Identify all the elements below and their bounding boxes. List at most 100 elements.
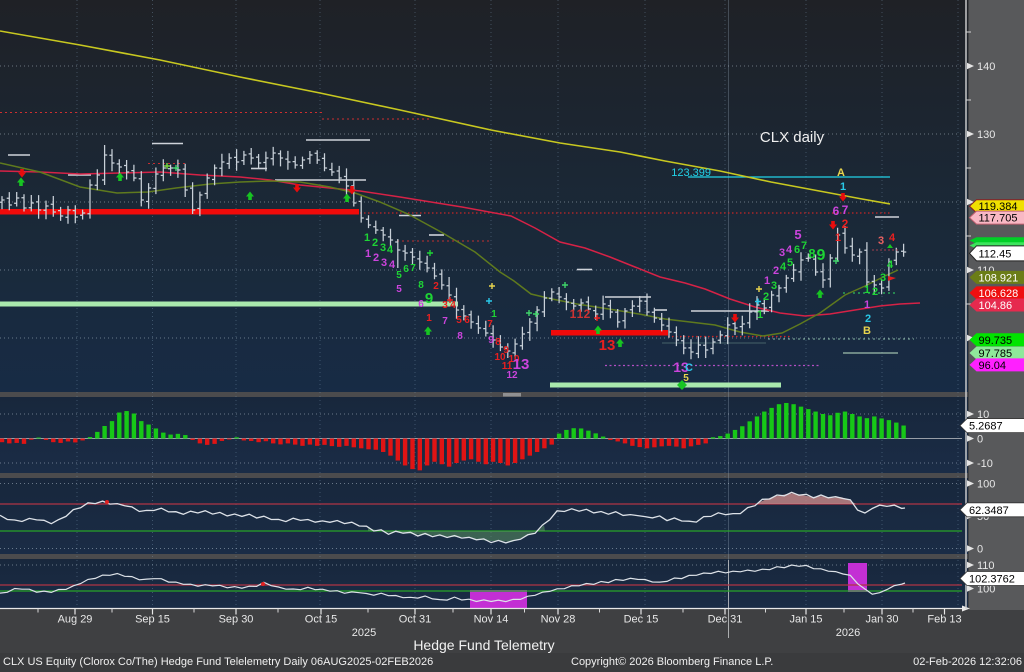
svg-text:7: 7 — [410, 263, 416, 274]
svg-text:CLX US Equity (Clorox Co/The): CLX US Equity (Clorox Co/The) Hedge Fund… — [3, 656, 433, 668]
svg-text:100: 100 — [977, 479, 995, 491]
svg-text:4: 4 — [387, 244, 394, 256]
svg-text:1: 1 — [577, 307, 584, 321]
svg-text:9: 9 — [817, 247, 826, 264]
svg-text:1: 1 — [426, 313, 432, 324]
svg-text:02-Feb-2026 12:32:06: 02-Feb-2026 12:32:06 — [913, 656, 1022, 668]
svg-text:6: 6 — [464, 315, 470, 326]
svg-text:2: 2 — [433, 281, 439, 292]
svg-text:5: 5 — [396, 284, 402, 295]
svg-text:7: 7 — [801, 240, 807, 252]
svg-text:4: 4 — [389, 259, 396, 271]
svg-text:5.2687: 5.2687 — [969, 421, 1003, 433]
svg-text:5: 5 — [683, 373, 689, 384]
svg-text:6: 6 — [403, 264, 409, 275]
svg-text:CLX daily: CLX daily — [760, 129, 825, 146]
svg-text:1: 1 — [864, 299, 870, 311]
svg-text:123.399: 123.399 — [671, 167, 711, 179]
svg-text:7: 7 — [442, 316, 448, 327]
svg-text:Oct 15: Oct 15 — [305, 614, 337, 626]
svg-text:2: 2 — [584, 307, 591, 321]
svg-text:108.921: 108.921 — [979, 272, 1019, 284]
svg-text:8: 8 — [808, 246, 815, 261]
svg-text:Nov 14: Nov 14 — [474, 614, 509, 626]
svg-text:6: 6 — [833, 204, 840, 218]
svg-text:2: 2 — [872, 286, 878, 298]
svg-text:2: 2 — [373, 252, 379, 264]
svg-text:5: 5 — [794, 227, 801, 242]
svg-text:1: 1 — [365, 248, 371, 260]
svg-text:119.384: 119.384 — [979, 201, 1018, 213]
svg-text:6: 6 — [794, 244, 800, 256]
svg-text:2: 2 — [865, 313, 871, 325]
svg-text:4: 4 — [889, 232, 896, 244]
svg-text:-10: -10 — [977, 458, 993, 470]
svg-text:3: 3 — [380, 242, 386, 254]
svg-text:Feb 13: Feb 13 — [927, 614, 961, 626]
svg-text:Sep 30: Sep 30 — [219, 614, 254, 626]
svg-text:3: 3 — [880, 272, 886, 284]
svg-text:100: 100 — [977, 584, 995, 596]
svg-text:10: 10 — [494, 352, 506, 363]
svg-text:13: 13 — [599, 337, 616, 354]
svg-text:112.45: 112.45 — [979, 248, 1012, 260]
svg-text:1: 1 — [840, 181, 846, 193]
svg-text:117.705: 117.705 — [979, 213, 1018, 225]
svg-text:12: 12 — [506, 370, 518, 381]
svg-text:3: 3 — [771, 280, 777, 292]
svg-text:62.3487: 62.3487 — [969, 505, 1009, 517]
svg-text:104.86: 104.86 — [979, 300, 1013, 312]
svg-text:4: 4 — [450, 300, 456, 311]
svg-text:5: 5 — [787, 257, 793, 269]
svg-text:2: 2 — [763, 291, 769, 303]
svg-text:Sep 15: Sep 15 — [135, 614, 170, 626]
svg-text:13: 13 — [673, 359, 689, 375]
svg-text:Jan 15: Jan 15 — [789, 614, 822, 626]
svg-text:2: 2 — [372, 237, 378, 249]
svg-text:2: 2 — [842, 217, 849, 231]
svg-text:10: 10 — [508, 354, 520, 365]
svg-text:7: 7 — [487, 319, 493, 330]
svg-text:3: 3 — [442, 300, 448, 311]
svg-text:Hedge Fund Telemetry: Hedge Fund Telemetry — [413, 637, 554, 653]
svg-text:7: 7 — [842, 203, 849, 217]
svg-text:2025: 2025 — [352, 627, 376, 639]
svg-text:9: 9 — [503, 345, 509, 356]
svg-text:B: B — [863, 325, 871, 337]
svg-text:130: 130 — [977, 129, 995, 141]
svg-text:4: 4 — [786, 244, 793, 256]
svg-text:Dec 15: Dec 15 — [624, 614, 659, 626]
svg-text:110: 110 — [977, 560, 995, 572]
svg-text:1: 1 — [491, 309, 497, 320]
svg-text:8: 8 — [495, 337, 501, 348]
svg-text:C: C — [685, 362, 693, 374]
svg-text:A: A — [837, 167, 845, 179]
svg-text:102.3762: 102.3762 — [969, 574, 1015, 586]
svg-text:1: 1 — [764, 275, 770, 287]
svg-text:5: 5 — [456, 315, 462, 326]
svg-text:3: 3 — [381, 257, 387, 269]
svg-text:10: 10 — [977, 409, 989, 421]
svg-text:140: 140 — [977, 61, 995, 73]
svg-text:5: 5 — [396, 270, 402, 281]
svg-text:4: 4 — [780, 261, 787, 273]
svg-text:9: 9 — [425, 290, 433, 307]
svg-text:0: 0 — [977, 434, 983, 446]
svg-text:9: 9 — [488, 335, 494, 346]
svg-text:13: 13 — [513, 356, 530, 373]
svg-text:2: 2 — [773, 265, 779, 277]
svg-text:1: 1 — [864, 284, 870, 296]
svg-text:97.785: 97.785 — [979, 348, 1013, 360]
svg-text:8: 8 — [418, 280, 424, 291]
svg-text:106.628: 106.628 — [979, 288, 1019, 300]
svg-text:Nov 28: Nov 28 — [541, 614, 576, 626]
svg-text:3: 3 — [878, 235, 884, 247]
svg-text:1: 1 — [835, 232, 841, 244]
svg-text:0: 0 — [977, 544, 983, 556]
svg-text:6: 6 — [418, 299, 424, 310]
svg-text:Aug 29: Aug 29 — [58, 614, 93, 626]
svg-text:Copyright© 2026 Bloomberg Fina: Copyright© 2026 Bloomberg Finance L.P. — [571, 656, 773, 668]
svg-text:96.04: 96.04 — [979, 360, 1007, 372]
svg-text:4: 4 — [887, 259, 894, 271]
svg-text:3: 3 — [779, 247, 785, 259]
